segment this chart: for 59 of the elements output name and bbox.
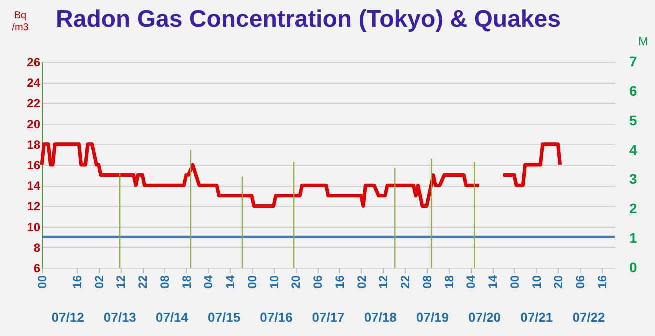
x-tick-label: 20 [552, 275, 566, 289]
text: 07/13 [104, 310, 136, 325]
x-tick-label: 18 [442, 275, 456, 289]
text: 07/16 [260, 310, 293, 325]
y-tick-label: 20 [27, 117, 41, 132]
text: 07/21 [520, 310, 554, 325]
x-tick-label: 14 [224, 275, 238, 289]
x-tick-label: 06 [311, 275, 326, 289]
y2-tick-label: 3 [630, 171, 638, 188]
x-tick-label: 22 [398, 275, 413, 289]
x-tick-label: 08 [158, 275, 172, 289]
text: 07/17 [312, 310, 345, 325]
y-tick-label: 12 [27, 200, 41, 214]
text: 07/15 [208, 310, 241, 325]
y2-tick-label: 7 [630, 54, 638, 70]
y2-axis-title: M [638, 34, 648, 48]
x-tick-label: 04 [464, 275, 478, 289]
y2-tick-label: 5 [630, 112, 638, 128]
y-tick-label: 26 [27, 56, 41, 70]
x-tick-label: 08 [420, 275, 434, 289]
text: 07/14 [156, 310, 190, 325]
y-tick-label: 10 [27, 220, 41, 234]
y2-tick-label: 4 [630, 142, 638, 158]
text: 07/19 [416, 310, 449, 325]
x-tick-label: 06 [574, 275, 588, 289]
y2-tick-label: 1 [630, 230, 638, 246]
chart-title: Radon Gas Concentration (Tokyo) & Quakes [56, 6, 561, 33]
text: 07/18 [364, 310, 397, 325]
y-tick-label: 22 [27, 96, 41, 111]
x-tick-label: 16 [332, 275, 347, 289]
text: 07/12 [52, 310, 84, 325]
y-tick-label: 18 [27, 138, 41, 152]
x-tick-label: 12 [376, 275, 391, 289]
x-tick-label: 04 [202, 275, 216, 289]
x-tick-label: 10 [267, 275, 282, 289]
y-axis-title: Bq /m3 [12, 10, 30, 34]
y-tick-label: 24 [27, 76, 41, 90]
x-tick-label: 00 [508, 275, 522, 289]
y2-tick-label: 0 [630, 260, 638, 276]
x-tick-label: 16 [70, 275, 84, 289]
x-tick-label: 14 [486, 275, 500, 289]
x-tick-label: 00 [36, 275, 50, 289]
x-tick-label: 18 [180, 275, 194, 289]
y-tick-label: 6 [34, 262, 41, 276]
y-tick-label: 16 [27, 158, 41, 172]
x-tick-label: 00 [245, 275, 260, 289]
x-tick-label: 16 [595, 275, 610, 289]
x-tick-label: 12 [114, 275, 128, 289]
x-tick-label: 10 [530, 275, 544, 289]
y-tick-label: 8 [34, 240, 41, 255]
x-tick-label: 22 [136, 275, 150, 289]
y2-tick-label: 2 [630, 200, 638, 217]
text: 07/20 [468, 310, 502, 325]
y2-tick-label: 6 [630, 82, 638, 99]
x-tick-label: 02 [354, 275, 369, 289]
x-tick-label: 02 [92, 275, 106, 289]
y-tick-label: 14 [27, 179, 41, 194]
x-tick-label: 20 [289, 275, 304, 289]
text: 07/22 [572, 310, 606, 325]
